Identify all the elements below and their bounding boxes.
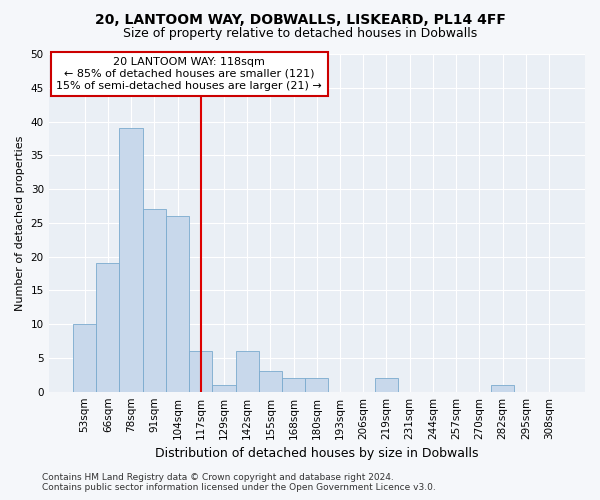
- Bar: [259, 372, 282, 392]
- Bar: [96, 264, 119, 392]
- Bar: [491, 385, 514, 392]
- Text: 20, LANTOOM WAY, DOBWALLS, LISKEARD, PL14 4FF: 20, LANTOOM WAY, DOBWALLS, LISKEARD, PL1…: [95, 12, 505, 26]
- Bar: [236, 351, 259, 392]
- Text: Size of property relative to detached houses in Dobwalls: Size of property relative to detached ho…: [123, 28, 477, 40]
- Bar: [73, 324, 96, 392]
- Bar: [305, 378, 328, 392]
- Bar: [143, 210, 166, 392]
- Bar: [282, 378, 305, 392]
- X-axis label: Distribution of detached houses by size in Dobwalls: Distribution of detached houses by size …: [155, 447, 479, 460]
- Text: Contains HM Land Registry data © Crown copyright and database right 2024.
Contai: Contains HM Land Registry data © Crown c…: [42, 473, 436, 492]
- Text: 20 LANTOOM WAY: 118sqm
← 85% of detached houses are smaller (121)
15% of semi-de: 20 LANTOOM WAY: 118sqm ← 85% of detached…: [56, 58, 322, 90]
- Bar: [212, 385, 236, 392]
- Y-axis label: Number of detached properties: Number of detached properties: [15, 135, 25, 310]
- Bar: [375, 378, 398, 392]
- Bar: [119, 128, 143, 392]
- Bar: [189, 351, 212, 392]
- Bar: [166, 216, 189, 392]
